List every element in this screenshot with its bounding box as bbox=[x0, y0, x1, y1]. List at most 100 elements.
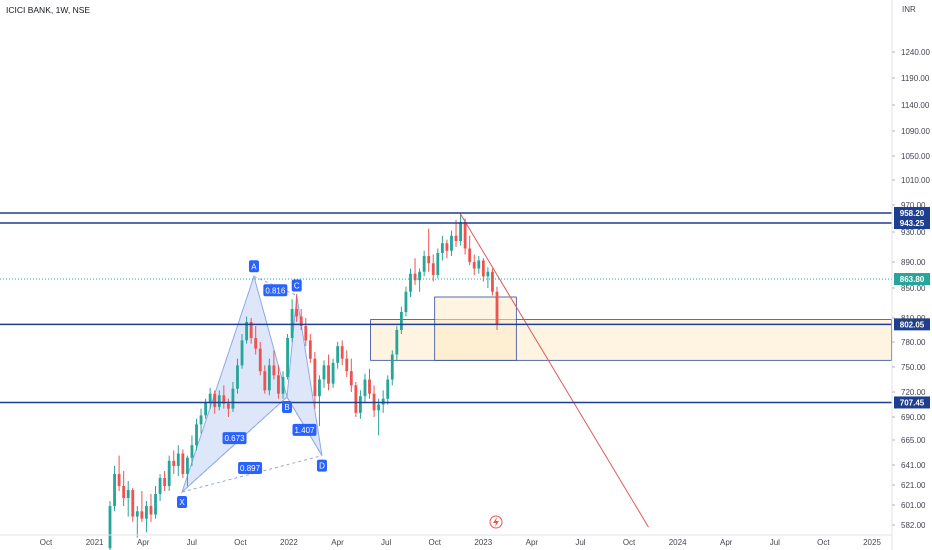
candle bbox=[236, 358, 239, 394]
candle bbox=[290, 299, 294, 342]
candle-body bbox=[440, 243, 444, 253]
candle bbox=[163, 471, 167, 491]
candle bbox=[454, 219, 458, 247]
pattern-triangle-xab bbox=[180, 274, 288, 494]
candle bbox=[440, 235, 444, 261]
candle bbox=[122, 471, 126, 507]
candle bbox=[399, 306, 403, 334]
y-tick-label: 665.00 bbox=[901, 436, 926, 445]
candle bbox=[381, 390, 385, 413]
flash-icon[interactable] bbox=[489, 515, 503, 529]
candle bbox=[468, 235, 472, 266]
y-tick-label: 1050.00 bbox=[901, 152, 930, 161]
candle bbox=[204, 398, 208, 419]
candle bbox=[459, 213, 462, 246]
pattern-point-x: X bbox=[177, 496, 188, 508]
candle-body bbox=[390, 354, 394, 380]
last-price-badge: 863.80 bbox=[894, 273, 930, 286]
price-line-badge: 943.25 bbox=[894, 217, 930, 230]
candle-body bbox=[386, 379, 390, 399]
candle-body bbox=[154, 494, 157, 515]
candle bbox=[267, 358, 271, 396]
candle-body bbox=[158, 478, 162, 494]
candle bbox=[491, 268, 494, 296]
candle-body bbox=[436, 253, 440, 275]
candle-body bbox=[495, 291, 499, 325]
y-tick-label: 850.00 bbox=[901, 284, 926, 293]
y-tick-label: 930.00 bbox=[901, 228, 926, 237]
candle-body bbox=[245, 322, 248, 341]
pattern-point-label: D bbox=[319, 462, 325, 471]
candle bbox=[377, 398, 381, 436]
candle bbox=[154, 486, 157, 519]
candle-body bbox=[149, 506, 153, 515]
candle-body bbox=[445, 243, 449, 251]
x-tick-label: 2025 bbox=[863, 538, 881, 547]
candle-body bbox=[254, 338, 258, 349]
candle bbox=[359, 390, 362, 419]
price-line-badge-bg bbox=[894, 217, 930, 230]
pattern-point-bg bbox=[291, 279, 302, 292]
candle-body bbox=[413, 273, 417, 281]
candle bbox=[354, 382, 358, 417]
candle-body bbox=[395, 330, 399, 355]
pattern-ratio: 0.816 bbox=[263, 284, 288, 297]
candle-body bbox=[208, 393, 212, 402]
candle bbox=[413, 258, 417, 285]
candle-body bbox=[463, 221, 467, 249]
candle-body bbox=[345, 358, 349, 372]
candle-body bbox=[240, 340, 244, 366]
x-tick-label: Oct bbox=[817, 538, 830, 547]
candle bbox=[299, 309, 303, 330]
candle bbox=[363, 373, 367, 402]
candle bbox=[195, 418, 198, 451]
candle bbox=[281, 371, 285, 399]
candle bbox=[172, 450, 176, 474]
pattern-point-d: D bbox=[316, 459, 327, 472]
y-tick-label: 641.00 bbox=[901, 461, 926, 470]
candle-body bbox=[277, 375, 280, 394]
candle bbox=[158, 474, 162, 501]
pattern-ratio-bg bbox=[238, 462, 263, 474]
candle-body bbox=[359, 396, 362, 413]
pattern-point-bg bbox=[281, 401, 292, 413]
candle bbox=[295, 294, 299, 322]
candle bbox=[185, 455, 189, 486]
pattern-point-bg bbox=[316, 459, 327, 472]
y-tick-label: 890.00 bbox=[901, 258, 926, 267]
candle bbox=[126, 481, 130, 517]
candle bbox=[222, 385, 226, 409]
candle-body bbox=[368, 379, 371, 394]
candle-body bbox=[459, 221, 462, 241]
price-line-badge-text: 943.25 bbox=[900, 219, 925, 228]
y-tick-label: 970.00 bbox=[901, 201, 926, 210]
candle bbox=[190, 435, 194, 466]
candle bbox=[340, 340, 344, 366]
candle bbox=[108, 501, 112, 550]
candle-body bbox=[263, 371, 267, 391]
pattern-point-label: A bbox=[251, 262, 257, 271]
y-tick-label: 720.00 bbox=[901, 388, 926, 397]
candle bbox=[313, 352, 317, 409]
candle bbox=[431, 254, 435, 282]
candle-body bbox=[331, 362, 335, 384]
candle bbox=[181, 449, 185, 478]
candle-body bbox=[167, 460, 171, 486]
candle-body bbox=[290, 309, 294, 338]
candle-body bbox=[231, 388, 235, 409]
candle bbox=[286, 334, 289, 380]
currency-label: INR bbox=[902, 5, 916, 14]
candle bbox=[263, 365, 267, 394]
y-tick-label: 601.00 bbox=[901, 501, 926, 510]
pattern-point-label: B bbox=[284, 403, 289, 412]
x-tick-label: Jul bbox=[575, 538, 585, 547]
candle bbox=[199, 408, 203, 434]
candle bbox=[135, 506, 139, 538]
candle bbox=[345, 350, 349, 377]
candle-body bbox=[181, 453, 185, 474]
candle-body bbox=[322, 365, 326, 380]
x-tick-label: Apr bbox=[526, 538, 539, 547]
candle bbox=[445, 239, 449, 259]
